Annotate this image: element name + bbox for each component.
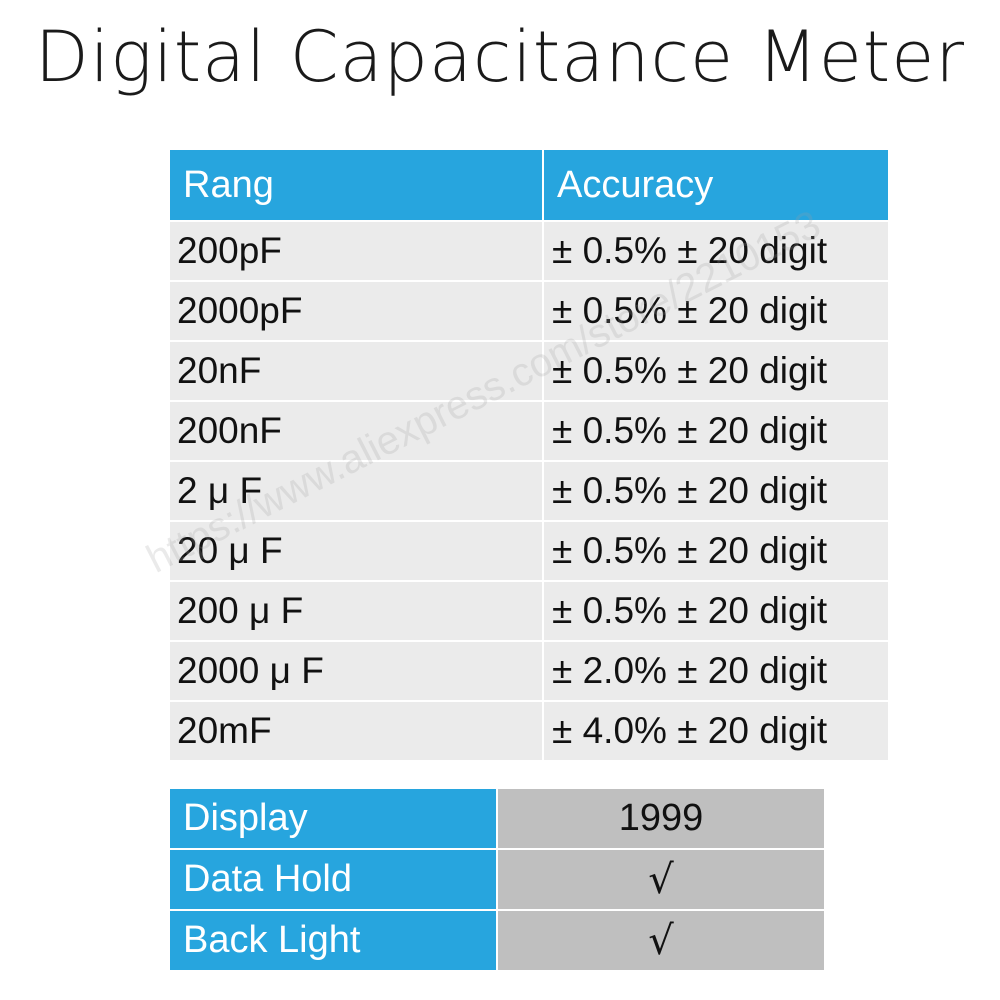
page-title: Digital Capacitance Meter [34, 16, 966, 98]
accuracy-cell: ± 0.5% ± 20 digit [544, 222, 888, 280]
feature-label-display: Display [170, 789, 496, 848]
range-cell: 200nF [170, 402, 542, 460]
range-cell: 20mF [170, 702, 542, 760]
checkmark-icon: √ [498, 911, 824, 970]
checkmark-icon: √ [498, 850, 824, 909]
feature-value-display: 1999 [498, 789, 824, 848]
accuracy-cell: ± 0.5% ± 20 digit [544, 342, 888, 400]
range-cell: 2000pF [170, 282, 542, 340]
accuracy-cell: ± 0.5% ± 20 digit [544, 282, 888, 340]
feature-label-data-hold: Data Hold [170, 850, 496, 909]
accuracy-cell: ± 0.5% ± 20 digit [544, 462, 888, 520]
range-cell: 200pF [170, 222, 542, 280]
feature-table: Display 1999 Data Hold √ Back Light √ [170, 789, 824, 970]
column-header-accuracy: Accuracy [544, 150, 888, 220]
accuracy-cell: ± 2.0% ± 20 digit [544, 642, 888, 700]
accuracy-cell: ± 0.5% ± 20 digit [544, 522, 888, 580]
range-cell: 20nF [170, 342, 542, 400]
range-cell: 2000 μ F [170, 642, 542, 700]
feature-label-back-light: Back Light [170, 911, 496, 970]
range-cell: 2 μ F [170, 462, 542, 520]
capacitance-spec-table: Rang Accuracy 200pF ± 0.5% ± 20 digit 20… [170, 150, 888, 760]
accuracy-cell: ± 0.5% ± 20 digit [544, 582, 888, 640]
range-cell: 200 μ F [170, 582, 542, 640]
accuracy-cell: ± 0.5% ± 20 digit [544, 402, 888, 460]
range-cell: 20 μ F [170, 522, 542, 580]
accuracy-cell: ± 4.0% ± 20 digit [544, 702, 888, 760]
column-header-range: Rang [170, 150, 542, 220]
